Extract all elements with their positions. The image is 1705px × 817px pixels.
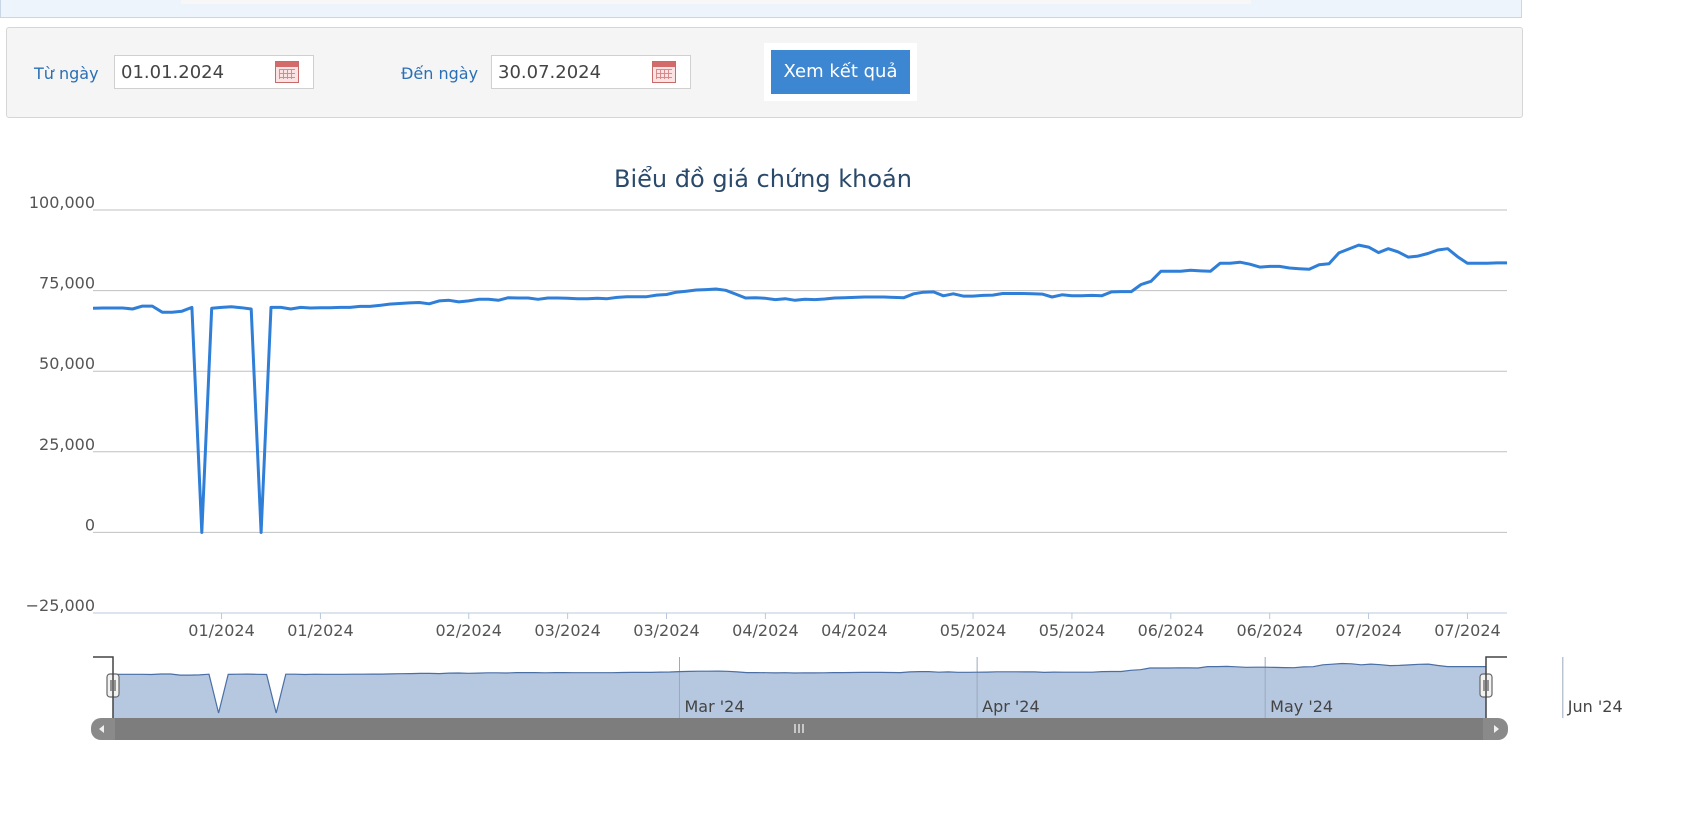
x-tick-label: 05/2024 [940,621,1006,640]
navigator-month-label: Apr '24 [982,697,1040,716]
to-date-input[interactable]: 30.07.2024 [491,55,691,89]
x-tick-label: 03/2024 [633,621,699,640]
scroll-right-arrow-icon[interactable] [1494,725,1499,733]
to-date-label: Đến ngày [401,64,479,83]
navigator-mask-edge [93,656,114,718]
x-axis-labels: 01/2024 01/2024 02/2024 03/2024 03/2024 04/20… [188,613,1501,640]
x-tick-label: 07/2024 [1335,621,1401,640]
y-tick-label: 0 [85,515,95,534]
y-tick-label: −25,000 [26,596,95,615]
x-tick-label: 01/2024 [287,621,353,640]
navigator-area [113,663,1486,718]
view-results-button[interactable]: Xem kết quả [771,50,910,94]
x-tick-label: 04/2024 [732,621,798,640]
top-panel-edge [0,0,1522,18]
x-tick-label: 02/2024 [436,621,502,640]
calendar-icon[interactable] [652,61,676,83]
calendar-icon[interactable] [275,61,299,83]
x-tick-label: 06/2024 [1138,621,1204,640]
chart-title: Biểu đồ giá chứng khoán [614,165,912,193]
navigator-mask-edge [1485,656,1507,718]
top-panel-inner [181,0,1251,4]
x-tick-label: 04/2024 [821,621,887,640]
navigator-scrollbar[interactable] [91,718,1508,740]
submit-button-wrapper: Xem kết quả [764,43,917,101]
to-date-value: 30.07.2024 [498,62,602,83]
grid-lines [93,209,1507,614]
navigator-month-label: May '24 [1270,697,1333,716]
y-tick-label: 50,000 [39,354,95,373]
y-tick-label: 25,000 [39,435,95,454]
y-tick-label: 100,000 [29,193,95,212]
x-tick-label: 05/2024 [1039,621,1105,640]
x-tick-label: 07/2024 [1434,621,1500,640]
x-tick-label: 03/2024 [534,621,600,640]
price-series-line [92,243,1507,534]
from-date-value: 01.01.2024 [121,62,225,83]
stock-price-chart: Biểu đồ giá chứng khoán 100,000 75,000 50,… [26,165,1705,740]
scroll-left-arrow-icon[interactable] [99,725,104,733]
navigator-month-label: Mar '24 [684,697,744,716]
x-tick-label: 06/2024 [1236,621,1302,640]
y-tick-label: 75,000 [39,274,95,293]
from-date-label: Từ ngày [34,64,99,83]
navigator-outline [112,662,1486,714]
y-axis-labels: 100,000 75,000 50,000 25,000 0 −25,000 [26,193,95,615]
x-tick-label: 01/2024 [188,621,254,640]
navigator-month-label: Jun '24 [1567,697,1623,716]
from-date-input[interactable]: 01.01.2024 [114,55,314,89]
